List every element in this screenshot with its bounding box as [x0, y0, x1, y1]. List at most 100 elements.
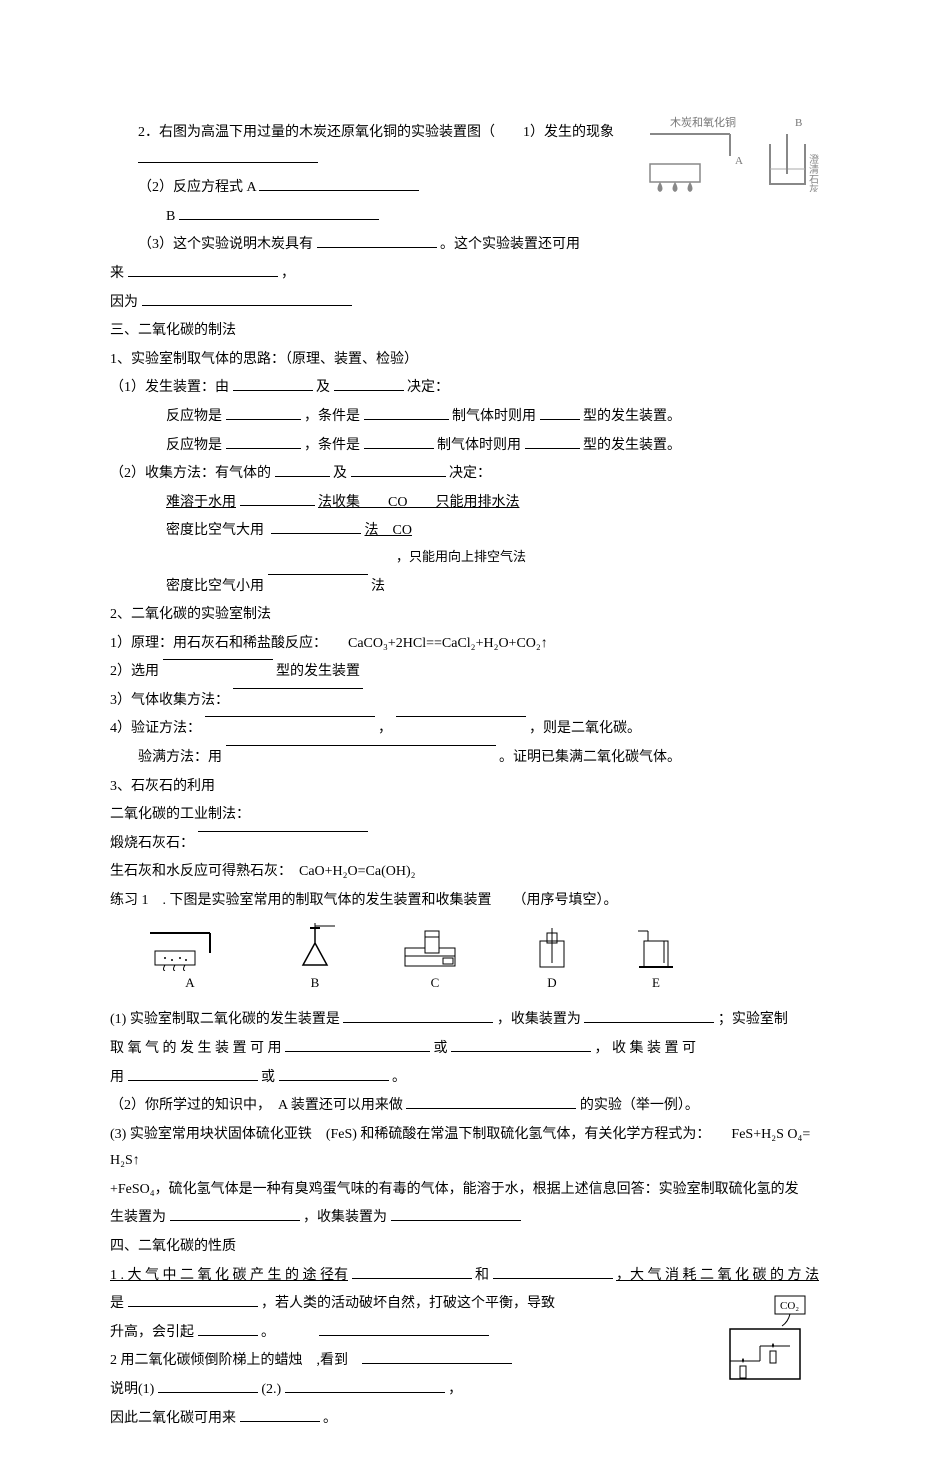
t: 因此二氧化碳可用来 — [110, 1411, 236, 1426]
s3-q1-title: 1、实验室制取气体的思路：（原理、装置、检验） — [110, 347, 840, 374]
blank[interactable] — [364, 433, 434, 448]
blank[interactable] — [391, 1206, 521, 1221]
blank-top[interactable] — [268, 574, 368, 582]
s3-m2: 密度比空气大用 法 CO ，只能用向上排空气法 — [110, 518, 840, 571]
ex1-q1-line1: (1) 实验室制取二氧化碳的发生装置是 ，收集装置为 ；实验室制 — [110, 1007, 840, 1034]
q2-blank-eqA[interactable] — [259, 176, 419, 191]
q2-blank-property[interactable] — [317, 233, 437, 248]
blank[interactable] — [226, 433, 301, 448]
s4-l4: 2 用二氧化碳倾倒阶梯上的蜡烛 ,看到 — [110, 1348, 840, 1375]
t: 法 — [371, 579, 385, 594]
apparatus-label: D — [547, 971, 556, 996]
blank[interactable] — [352, 1263, 472, 1278]
blank[interactable] — [198, 1320, 258, 1335]
q2-text3b: 。这个实验装置还可用 — [440, 237, 580, 252]
apparatus-a: A — [150, 923, 230, 996]
blank[interactable] — [285, 1037, 430, 1052]
t: 。证明已集满二氧化碳气体。 — [499, 750, 681, 765]
t: 或 — [261, 1070, 275, 1085]
ex1-q2: （2）你所学过的知识中， A 装置还可以用来做 的实验（举一例）。 — [110, 1093, 840, 1120]
s3-m3: 密度比空气小用 法 — [110, 574, 840, 601]
q2-lai2: ， — [281, 266, 295, 281]
t: ，只能用向上排空气法 — [396, 545, 526, 570]
s3-r1: 反应物是 ，条件是 制气体时则用 型的发生装置。 — [110, 404, 840, 431]
q2-lai: 来 — [110, 266, 124, 281]
apparatus-d: D — [530, 923, 574, 996]
blank[interactable] — [334, 376, 404, 391]
s4-l1: 1 . 大 气 中 二 氧 化 碳 产 生 的 途 径有 和 ，大 气 消 耗 … — [110, 1263, 840, 1290]
blank[interactable] — [493, 1263, 613, 1278]
blank-top[interactable] — [163, 659, 273, 667]
ex1-q1-line2: 取 氧 气 的 发 生 装 置 可 用 或 ， 收 集 装 置 可 — [110, 1036, 840, 1063]
s3-q3-l1: 二氧化碳的工业制法： — [110, 802, 840, 829]
blank[interactable] — [285, 1378, 445, 1393]
q2-blank-use[interactable] — [128, 262, 278, 277]
t: ，大 气 消 耗 二 氧 化 碳 的 方 法 — [616, 1268, 819, 1283]
s3-q1-a: （1）发生装置：由 及 决定： — [110, 375, 840, 402]
apparatus-c: C — [400, 923, 470, 996]
q2-blank-phenomenon[interactable] — [138, 147, 318, 162]
t: 验满方法：用 — [138, 750, 222, 765]
t: 密度比空气大用 — [166, 523, 264, 538]
blank[interactable] — [271, 519, 361, 534]
q2-because: 因为 — [110, 295, 138, 310]
blank[interactable] — [351, 462, 446, 477]
q2-blank-eqB[interactable] — [179, 204, 379, 219]
blank-top[interactable] — [233, 688, 363, 696]
blank[interactable] — [584, 1008, 714, 1023]
blank[interactable] — [279, 1065, 389, 1080]
blank[interactable] — [451, 1037, 591, 1052]
t: 反应物是 — [166, 409, 222, 424]
blank[interactable] — [343, 1008, 493, 1023]
blank[interactable] — [275, 462, 330, 477]
blank-top[interactable] — [396, 716, 526, 724]
t: ，条件是 — [304, 438, 360, 453]
t: （1）发生装置：由 — [110, 380, 229, 395]
blank[interactable] — [364, 405, 449, 420]
apparatus-b: B — [290, 923, 340, 996]
t: 法收集 CO 只能用排水法 — [318, 495, 519, 510]
t: ，则是二氧化碳。 — [529, 721, 641, 736]
t: 练习 1 . 下图是实验室常用的制取气体的发生装置和收集装置 （用序号填空）。 — [110, 893, 618, 908]
q2-text2: （2）反应方程式 A — [138, 180, 256, 195]
blank[interactable] — [128, 1292, 258, 1307]
apparatus-label: C — [431, 971, 440, 996]
q2-textB: B — [166, 209, 175, 224]
blank[interactable] — [240, 1406, 320, 1421]
t: 决定： — [449, 466, 491, 481]
blank[interactable] — [233, 376, 313, 391]
t: 制气体时则用 — [437, 438, 521, 453]
blank[interactable] — [226, 405, 301, 420]
t: 生装置为 — [110, 1210, 166, 1225]
t: 的实验（举一例）。 — [580, 1098, 699, 1113]
blank[interactable] — [525, 433, 580, 448]
s4-l2: 是 ，若人类的活动破坏自然，打破这个平衡，导致 — [110, 1291, 840, 1318]
q2-line2: （2）反应方程式 A — [110, 175, 840, 202]
t: 取 氧 气 的 发 生 装 置 可 用 — [110, 1041, 282, 1056]
blank[interactable] — [158, 1378, 258, 1393]
blank-top[interactable] — [226, 745, 496, 753]
s4-l5: 说明(1) (2.) ， — [110, 1377, 840, 1404]
blank-top[interactable] — [198, 831, 368, 839]
t: 型的发生装置。 — [583, 409, 681, 424]
s3-q2-p3: 3）气体收集方法： — [110, 688, 840, 715]
blank[interactable] — [540, 405, 580, 420]
s4-l3: 升高，会引起 。 — [110, 1320, 840, 1347]
t: 及 — [333, 466, 347, 481]
blank[interactable] — [128, 1065, 258, 1080]
blank[interactable] — [170, 1206, 300, 1221]
t: 型的发生装置。 — [583, 438, 681, 453]
blank[interactable] — [362, 1349, 512, 1364]
t: 制气体时则用 — [452, 409, 536, 424]
blank[interactable] — [319, 1320, 489, 1335]
t: ，若人类的活动破坏自然，打破这个平衡，导致 — [261, 1296, 555, 1311]
t: 升高，会引起 — [110, 1325, 194, 1340]
q2-line1: 2．右图为高温下用过量的木炭还原氧化铜的实验装置图（ 1）发生的现象 — [110, 120, 840, 173]
t: 4）验证方法： — [110, 721, 201, 736]
blank[interactable] — [406, 1094, 576, 1109]
t: 煅烧石灰石： — [110, 836, 194, 851]
t: 反应物是 — [166, 438, 222, 453]
q2-blank-reason[interactable] — [142, 290, 352, 305]
blank[interactable] — [240, 490, 315, 505]
blank-top[interactable] — [205, 716, 375, 724]
